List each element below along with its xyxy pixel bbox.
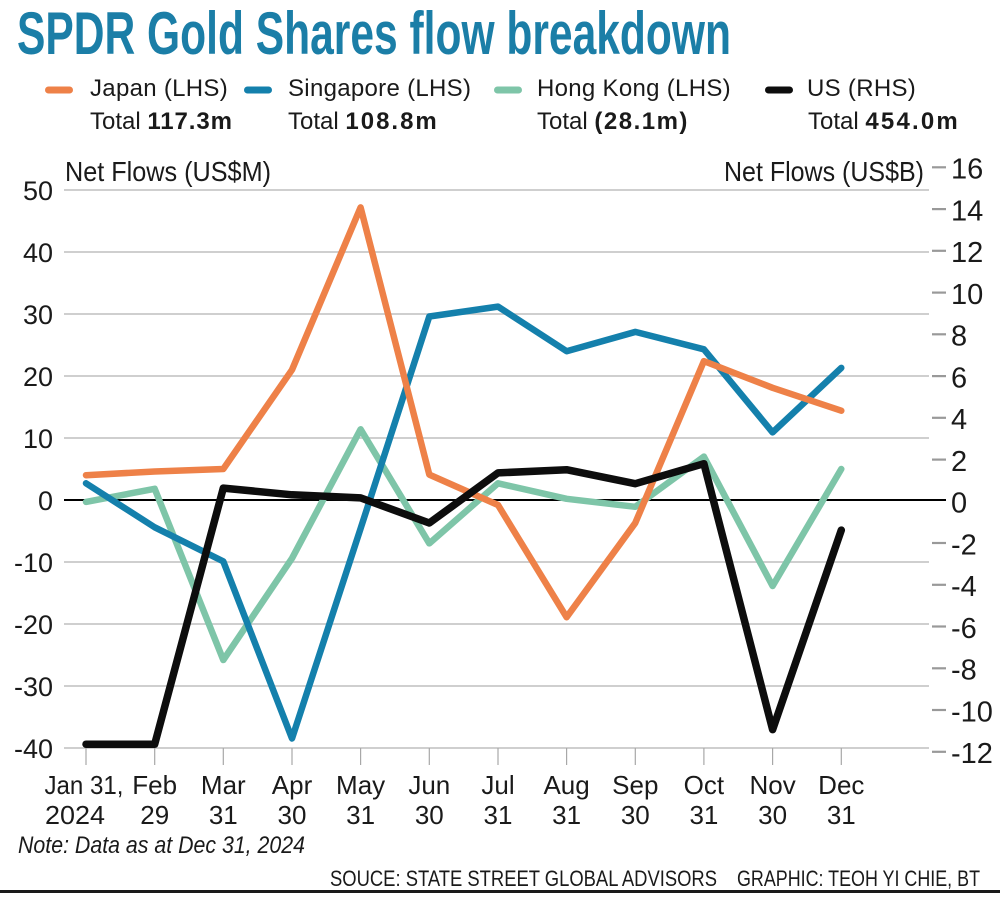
svg-text:-4: -4 — [951, 571, 977, 603]
svg-text:31: 31 — [827, 800, 856, 830]
svg-text:2024: 2024 — [45, 800, 105, 830]
svg-text:Jul: Jul — [481, 770, 514, 800]
svg-text:GRAPHIC: TEOH YI CHIE, BT: GRAPHIC: TEOH YI CHIE, BT — [737, 866, 980, 891]
svg-text:-12: -12 — [951, 738, 993, 770]
svg-text:Net Flows (US$B): Net Flows (US$B) — [724, 156, 924, 187]
svg-text:Mar: Mar — [201, 770, 246, 800]
svg-text:-10: -10 — [951, 697, 993, 729]
svg-text:Net Flows (US$M): Net Flows (US$M) — [65, 156, 271, 187]
svg-text:30: 30 — [278, 800, 307, 830]
svg-text:Jun: Jun — [408, 770, 450, 800]
svg-text:8: 8 — [951, 321, 967, 353]
svg-text:31: 31 — [346, 800, 375, 830]
svg-text:Feb: Feb — [132, 770, 177, 800]
svg-text:-8: -8 — [951, 655, 977, 687]
svg-text:31: 31 — [209, 800, 238, 830]
svg-text:50: 50 — [23, 176, 53, 206]
svg-text:-30: -30 — [14, 672, 53, 702]
svg-text:SOUCE: STATE STREET GLOBAL ADV: SOUCE: STATE STREET GLOBAL ADVISORS — [330, 866, 717, 891]
svg-text:20: 20 — [23, 362, 53, 392]
svg-text:Dec: Dec — [818, 770, 864, 800]
svg-text:Jan 31,: Jan 31, — [45, 770, 124, 800]
svg-text:30: 30 — [621, 800, 650, 830]
svg-text:Oct: Oct — [684, 770, 725, 800]
svg-text:-40: -40 — [14, 734, 53, 764]
svg-text:Hong Kong (LHS): Hong Kong (LHS) — [537, 75, 731, 102]
svg-text:29: 29 — [140, 800, 169, 830]
svg-text:16: 16 — [951, 154, 983, 186]
svg-text:-2: -2 — [951, 530, 977, 562]
svg-text:US (RHS): US (RHS) — [807, 75, 916, 102]
svg-text:-20: -20 — [14, 610, 53, 640]
svg-text:Total 454.0m: Total 454.0m — [808, 108, 960, 135]
svg-text:Total 108.8m: Total 108.8m — [288, 108, 439, 135]
svg-text:10: 10 — [951, 279, 983, 311]
svg-text:6: 6 — [951, 362, 967, 394]
svg-text:Note: Data as at Dec 31, 2024: Note: Data as at Dec 31, 2024 — [18, 832, 305, 859]
svg-text:30: 30 — [415, 800, 444, 830]
svg-text:30: 30 — [23, 300, 53, 330]
svg-text:40: 40 — [23, 238, 53, 268]
svg-text:4: 4 — [951, 404, 967, 436]
svg-text:-6: -6 — [951, 613, 977, 645]
svg-text:Singapore (LHS): Singapore (LHS) — [288, 75, 471, 102]
svg-text:31: 31 — [552, 800, 581, 830]
svg-text:Aug: Aug — [543, 770, 589, 800]
svg-text:31: 31 — [689, 800, 718, 830]
svg-text:Nov: Nov — [749, 770, 795, 800]
svg-text:Japan (LHS): Japan (LHS) — [90, 75, 228, 102]
svg-text:Apr: Apr — [272, 770, 313, 800]
svg-text:2: 2 — [951, 446, 967, 478]
svg-text:14: 14 — [951, 195, 983, 227]
svg-text:SPDR Gold Shares flow breakdow: SPDR Gold Shares flow breakdown — [17, 0, 731, 67]
svg-text:0: 0 — [38, 486, 53, 516]
svg-text:10: 10 — [23, 424, 53, 454]
svg-text:May: May — [336, 770, 385, 800]
svg-text:30: 30 — [758, 800, 787, 830]
svg-text:31: 31 — [484, 800, 513, 830]
svg-text:12: 12 — [951, 237, 983, 269]
svg-text:Total (28.1m): Total (28.1m) — [537, 108, 689, 135]
svg-text:Total 117.3m: Total 117.3m — [90, 108, 233, 135]
svg-text:Sep: Sep — [612, 770, 658, 800]
svg-text:0: 0 — [951, 488, 967, 520]
svg-text:-10: -10 — [14, 548, 53, 578]
